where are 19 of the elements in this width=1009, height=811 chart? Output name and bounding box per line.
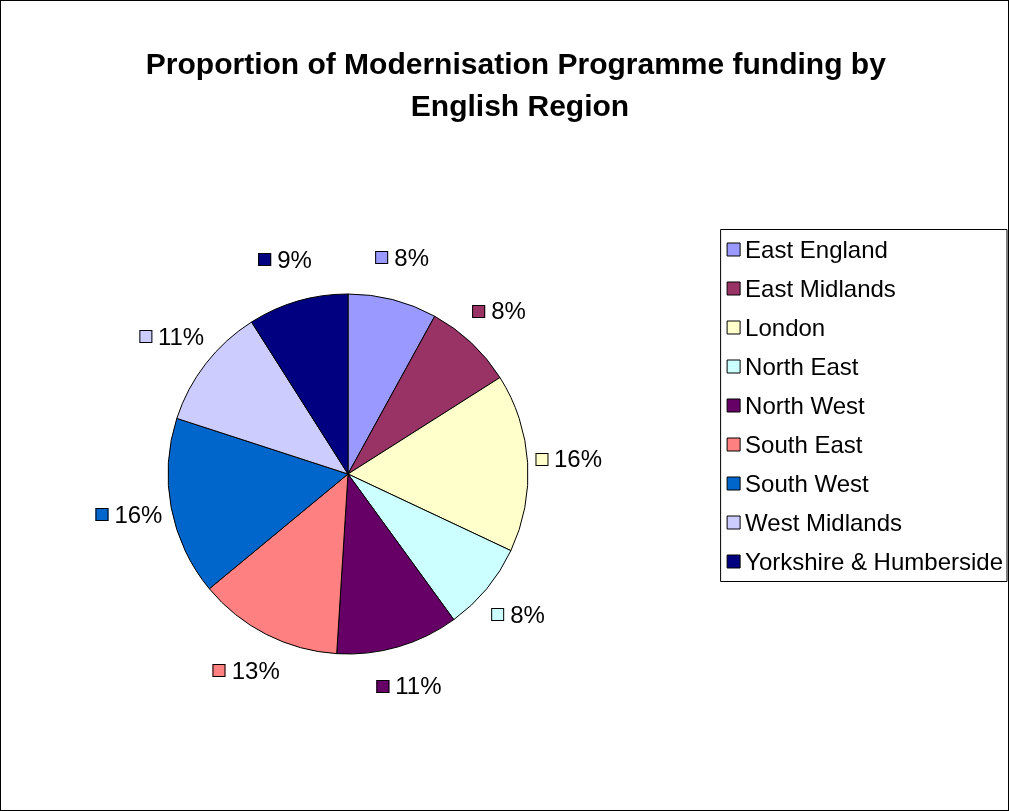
legend-label: South East [745, 431, 863, 458]
data-label: 9% [277, 245, 312, 274]
legend-label: South West [745, 470, 870, 497]
legend-label: West Midlands [745, 509, 903, 536]
data-label: 8% [491, 297, 526, 326]
data-label: 11% [395, 672, 442, 701]
data-label: 13% [231, 656, 280, 685]
legend-label: Yorkshire & Humberside [745, 548, 1004, 575]
data-label: 16% [554, 445, 603, 474]
data-label: 16% [114, 500, 163, 529]
legend-label: North West [745, 392, 866, 419]
legend-label: East Midlands [745, 275, 896, 302]
data-label: 8% [510, 600, 545, 629]
data-label: 8% [394, 243, 430, 272]
legend-label: East England [745, 236, 888, 263]
data-label: 11% [157, 322, 205, 351]
legend-label: London [745, 314, 826, 341]
chart-title: Proportion of Modernisation Programme funding by English Region [145, 46, 895, 122]
legend-label: North East [745, 353, 859, 380]
